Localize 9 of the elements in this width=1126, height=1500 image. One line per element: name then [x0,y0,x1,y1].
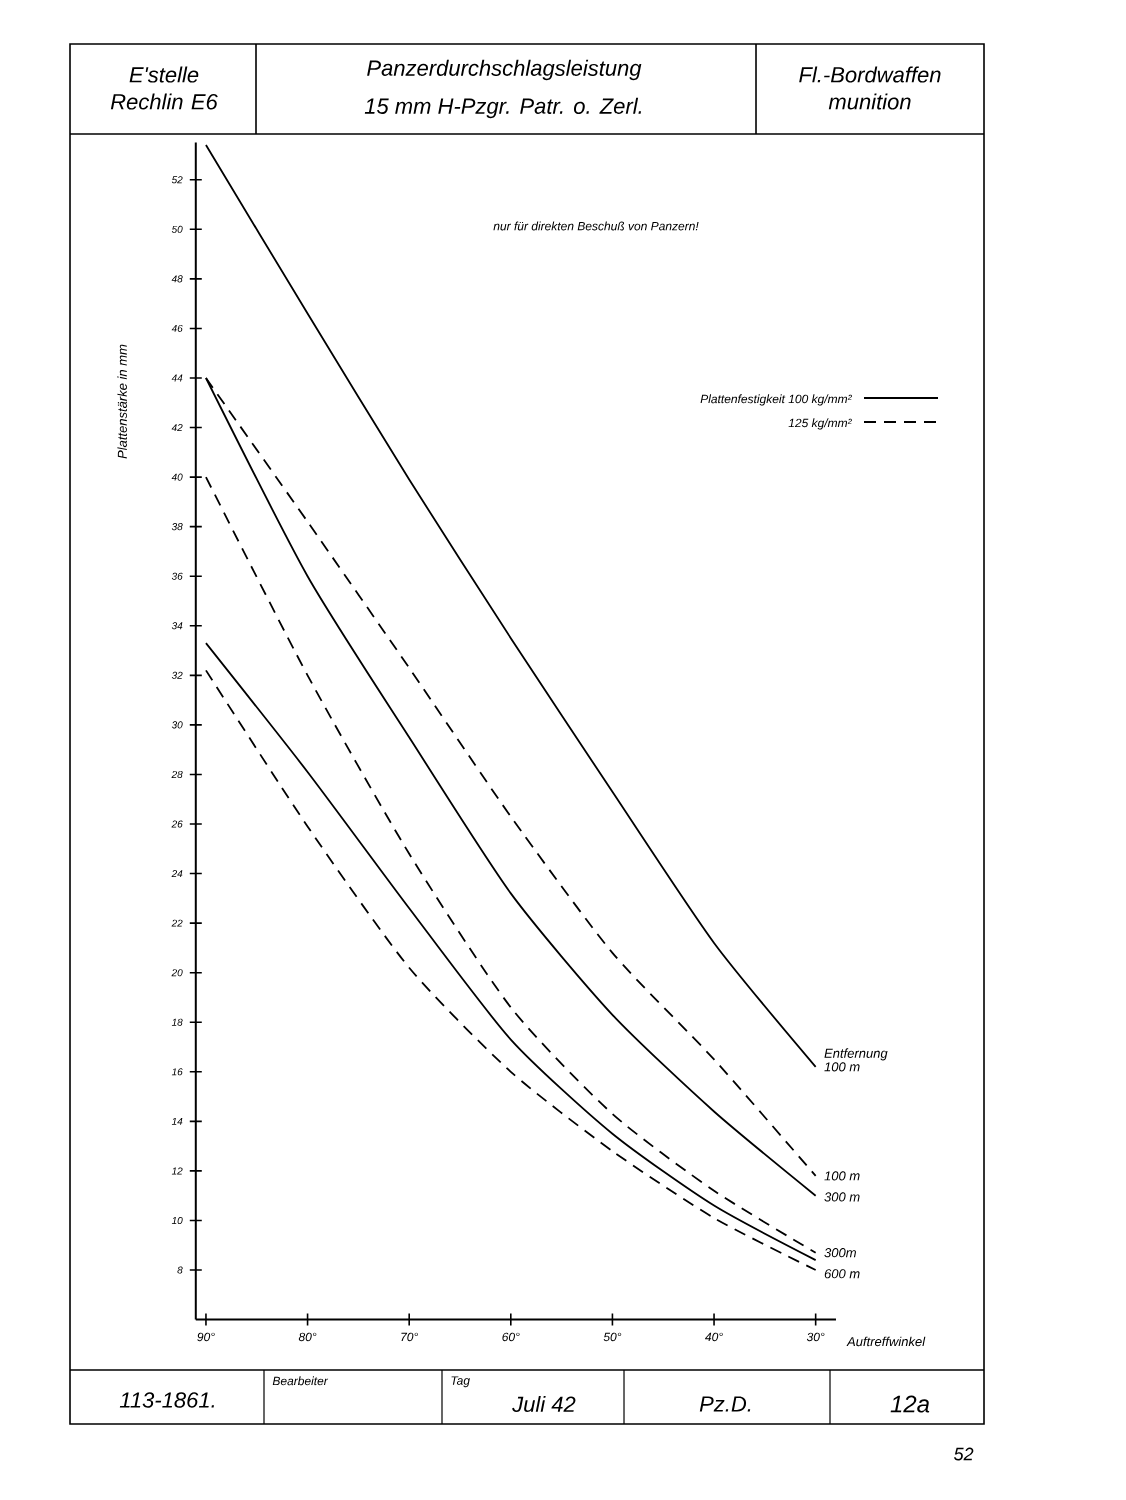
text: Juli 42 [512,1395,576,1413]
text: Pz.D. [699,1396,751,1412]
chart-subtitle: 15 mm H-Pzgr. Patr. o. Zerl. [364,97,642,119]
text: 113-1861. [119,1392,215,1408]
text: 12a [890,1395,930,1413]
text: 52 [953,1447,974,1461]
chart-title: Panzerdurchschlagsleistung [367,59,642,81]
text: Fl.-Bordwaffen munition [799,66,941,110]
text: E'stelle Rechlin E6 [110,66,218,110]
